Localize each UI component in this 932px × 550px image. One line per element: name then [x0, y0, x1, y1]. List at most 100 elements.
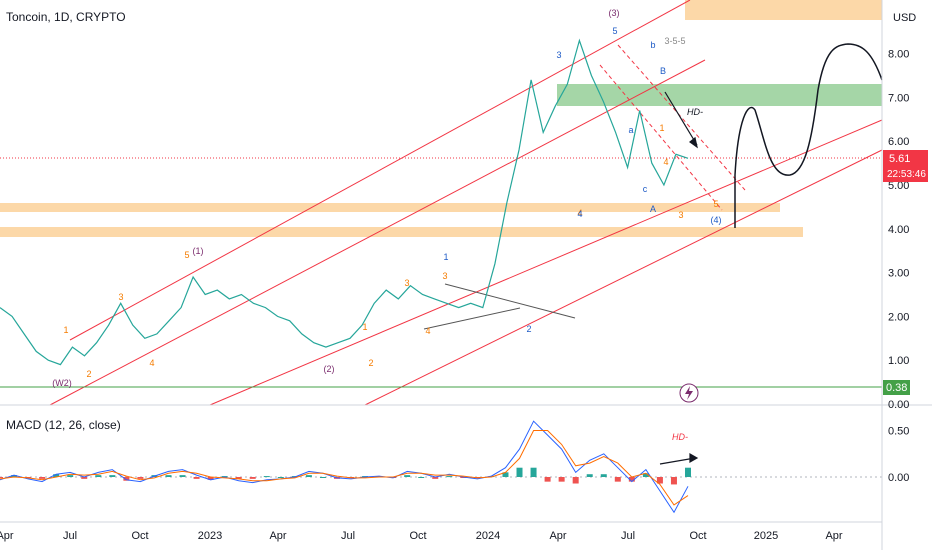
wave-label-orange: 4: [149, 358, 154, 368]
chart-title: Toncoin, 1D, CRYPTO: [6, 10, 126, 24]
macd-hist-bar: [656, 477, 663, 484]
wave-label-orange: 4: [663, 157, 668, 167]
trend-arrows: [659, 91, 699, 465]
macd-hist-bar: [109, 475, 116, 477]
macd-hist-bar: [572, 477, 579, 484]
current-price-value: 5.61: [889, 153, 910, 165]
macd-hist-bar: [11, 475, 18, 477]
macd-hist-bar: [586, 474, 593, 477]
price-tick-label: 7.00: [888, 92, 909, 104]
macd-hist-bar: [614, 477, 621, 482]
orange-zone-upper: [0, 203, 780, 212]
correction-line-lower: [599, 64, 723, 211]
wave-label-orange: 4: [425, 326, 430, 336]
macd-hist-bar: [67, 475, 74, 477]
price-tick-label: 4.00: [888, 224, 909, 236]
macd-hist-bar: [600, 474, 607, 477]
macd-hist-bar: [446, 476, 453, 478]
macd-tick-label: 0.50: [888, 426, 909, 438]
triangle-pattern: [423, 283, 576, 330]
wave-label-blue: 4: [577, 209, 582, 219]
channel-line-2: [49, 59, 706, 406]
annotation-label: HD-: [672, 432, 688, 442]
price-tick-label: 8.00: [888, 49, 909, 61]
time-tick-label: Oct: [131, 530, 148, 542]
macd-hist-bar: [263, 476, 270, 478]
arrow-macd-head: [689, 452, 699, 464]
macd-hist-bar: [685, 467, 691, 477]
wave-label-blue: (4): [711, 215, 722, 225]
wave-label-purple: (2): [324, 364, 335, 374]
macd-hist-bar: [165, 475, 172, 477]
countdown-value: 22:53:46: [887, 169, 926, 180]
channel-line-4: [364, 149, 883, 406]
price-line: [0, 38, 689, 366]
macd-histogram: [0, 467, 691, 485]
price-channel: [49, 0, 883, 406]
wave-label-orange: 1: [659, 123, 664, 133]
price-tick-label: 2.00: [888, 311, 909, 323]
wave-label-blue: B: [660, 66, 666, 76]
macd-hist-bar: [305, 475, 312, 477]
lightning-icon[interactable]: [679, 383, 699, 403]
macd-hist-bar: [516, 467, 523, 477]
macd-hist-bar: [39, 477, 46, 479]
macd-tick-label: 0.00: [888, 472, 909, 484]
orange-zone-lower: [0, 227, 803, 237]
time-tick-label: Apr: [269, 530, 286, 542]
time-tick-label: Jul: [63, 530, 77, 542]
price-tick-label: 6.00: [888, 136, 909, 148]
wave-label-orange: 3: [442, 271, 447, 281]
support-badge: 0.38: [883, 380, 910, 395]
wave-label-blue: a: [628, 125, 633, 135]
wave-label-orange: 3: [678, 210, 683, 220]
time-tick-label: Oct: [409, 530, 426, 542]
wave-label-orange: 4: [577, 208, 582, 218]
arrow-down: [664, 91, 698, 146]
macd-axis[interactable]: 0.50 0.00: [888, 426, 909, 485]
wave-label-orange: 2: [86, 369, 91, 379]
wave-label-orange: 1: [63, 325, 68, 335]
time-tick-label: 2024: [476, 530, 500, 542]
time-tick-label: Apr: [0, 530, 14, 542]
projection-path: [734, 43, 883, 228]
green-zone: [557, 84, 882, 106]
macd-hist-bar: [544, 477, 551, 482]
wave-label-orange: 1: [362, 322, 367, 332]
macd-hist-bar: [207, 477, 214, 480]
support-value: 0.38: [886, 382, 907, 394]
correction-line-upper: [617, 44, 746, 191]
wave-labels: 12345123434145312345abcBA(4)(W2)(1)(2)(3…: [52, 8, 721, 442]
macd-title: MACD (12, 26, close): [6, 418, 121, 432]
price-tick-label: 0.00: [888, 399, 909, 411]
macd-hist-bar: [193, 477, 200, 479]
time-tick-label: Jul: [341, 530, 355, 542]
price-axis[interactable]: 8.00 7.00 6.00 5.00 4.00 3.00 2.00 1.00 0.00: [888, 49, 909, 411]
wave-label-orange: 5: [184, 250, 189, 260]
macd-hist-bar: [558, 477, 565, 482]
channel-line-1: [69, 0, 691, 341]
macd-hist-bar: [277, 477, 284, 478]
macd-hist-bar: [235, 477, 242, 479]
time-tick-label: Jul: [621, 530, 635, 542]
correction-channel: [599, 44, 746, 211]
macd-hist-bar: [95, 475, 102, 477]
currency-label[interactable]: USD: [893, 12, 917, 24]
macd-hist-bar: [137, 477, 144, 479]
wave-label-orange: 3: [404, 278, 409, 288]
macd-hist-bar: [530, 467, 537, 477]
macd-hist-bar: [81, 477, 88, 479]
time-tick-label: Apr: [549, 530, 566, 542]
arrow-down-head: [689, 136, 698, 149]
wave-label-blue: A: [650, 204, 656, 214]
macd-hist-bar: [432, 477, 439, 479]
price-tick-label: 5.00: [888, 180, 909, 192]
wave-label-blue: 5: [612, 26, 617, 36]
signal-line: [0, 430, 689, 506]
macd-hist-bar: [319, 477, 326, 478]
macd-line: [0, 420, 689, 514]
time-axis[interactable]: Apr Jul Oct 2023 Apr Jul Oct 2024 Apr Jul Oct 2025 A…: [0, 530, 843, 542]
wave-label-blue: 3: [556, 50, 561, 60]
price-zones: [0, 0, 882, 237]
